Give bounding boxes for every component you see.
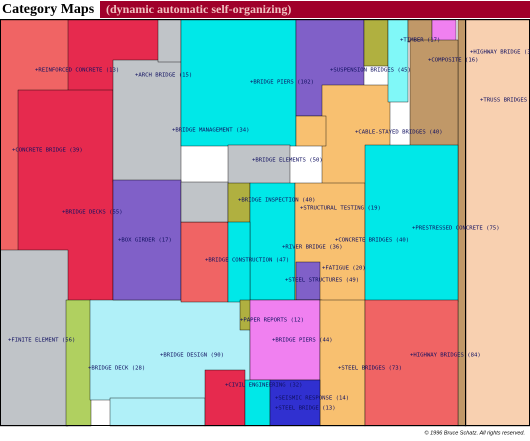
region-label: +SEISMIC RESPONSE (14)	[275, 396, 349, 402]
region-label: +TRUSS BRIDGES (30)	[480, 98, 530, 104]
region-label: +FINITE ELEMENT (56)	[8, 338, 75, 344]
region-label: +CIVIL ENGINEERING (32)	[225, 383, 302, 389]
region-label: +RIVER BRIDGE (36)	[282, 245, 343, 251]
region-block	[180, 19, 297, 147]
region-block	[249, 299, 321, 381]
region-block	[319, 299, 366, 427]
region-label: +CONCRETE BRIDGES (40)	[335, 238, 409, 244]
region-block	[0, 249, 69, 427]
region-block	[295, 115, 327, 147]
region-label: +PAPER REPORTS (12)	[240, 318, 304, 324]
region-block	[180, 181, 229, 223]
region-block	[364, 144, 459, 303]
region-label: +HIGHWAY BRIDGE (30)	[470, 50, 530, 56]
region-label: +TIMBER (17)	[400, 38, 440, 44]
subtitle-bar	[100, 1, 530, 18]
region-label: +BRIDGE INSPECTION (40)	[238, 198, 315, 204]
copyright: © 1996 Bruce Schatz. All rights reserved…	[425, 429, 525, 436]
region-label: +BRIDGE DECK (28)	[88, 366, 145, 372]
region-block	[204, 369, 246, 427]
region-block	[157, 19, 182, 63]
region-label: +BRIDGE PIERS (44)	[272, 338, 333, 344]
region-block	[227, 221, 251, 303]
region-block	[269, 379, 321, 427]
region-label: +FATIGUE (20)	[322, 266, 366, 272]
labels: +REINFORCED CONCRETE (13) +ARCH BRIDGE (1…	[8, 38, 530, 412]
subtitle: (dynamic automatic self-organizing)	[106, 2, 291, 16]
region-label: +CONCRETE BRIDGE (39)	[12, 148, 83, 154]
region-block	[180, 221, 229, 303]
region-label: +HIGHWAY BRIDGES (84)	[410, 353, 481, 359]
region-label: +BOX GIRDER (17)	[118, 238, 172, 244]
region-label: +STEEL STRUCTURES (49)	[285, 278, 359, 284]
region-label: +STEEL BRIDGES (73)	[338, 366, 402, 372]
region-label: +PRESTRESSED CONCRETE (75)	[412, 226, 500, 232]
region-block	[109, 397, 206, 427]
region-label: +ARCH BRIDGE (15)	[135, 73, 192, 79]
region-block	[364, 299, 459, 427]
region-label: +REINFORCED CONCRETE (13)	[35, 68, 119, 74]
region-block	[464, 19, 530, 427]
region-label: +BRIDGE ELEMENTS (50)	[252, 158, 323, 164]
region-label: +COMPOSITE (16)	[428, 58, 479, 64]
region-label: +STRUCTURAL TESTING (19)	[300, 206, 381, 212]
region-label: +BRIDGE MANAGEMENT (34)	[172, 128, 249, 134]
region-block	[457, 19, 467, 427]
region-block	[249, 182, 296, 304]
region-label: +CABLE-STAYED BRIDGES (40)	[355, 130, 443, 136]
region-label: +BRIDGE PIERS (102)	[250, 80, 314, 86]
region-label: +SUSPENSION BRIDGES (45)	[330, 68, 411, 74]
region-block	[65, 299, 92, 427]
region-label: +BRIDGE DESIGN (90)	[160, 353, 224, 359]
region-block	[227, 144, 291, 186]
region-block	[363, 19, 389, 67]
region-block	[295, 261, 321, 301]
region-label: +BRIDGE DECKS (55)	[62, 210, 123, 216]
title: Category Maps	[2, 2, 95, 17]
region-label: +STEEL BRIDGE (13)	[275, 406, 336, 412]
region-block	[112, 179, 182, 301]
region-block	[387, 19, 409, 103]
blocks	[0, 19, 530, 427]
region-label: +BRIDGE CONSTRUCTION (47)	[205, 258, 289, 264]
region-block	[112, 59, 182, 183]
